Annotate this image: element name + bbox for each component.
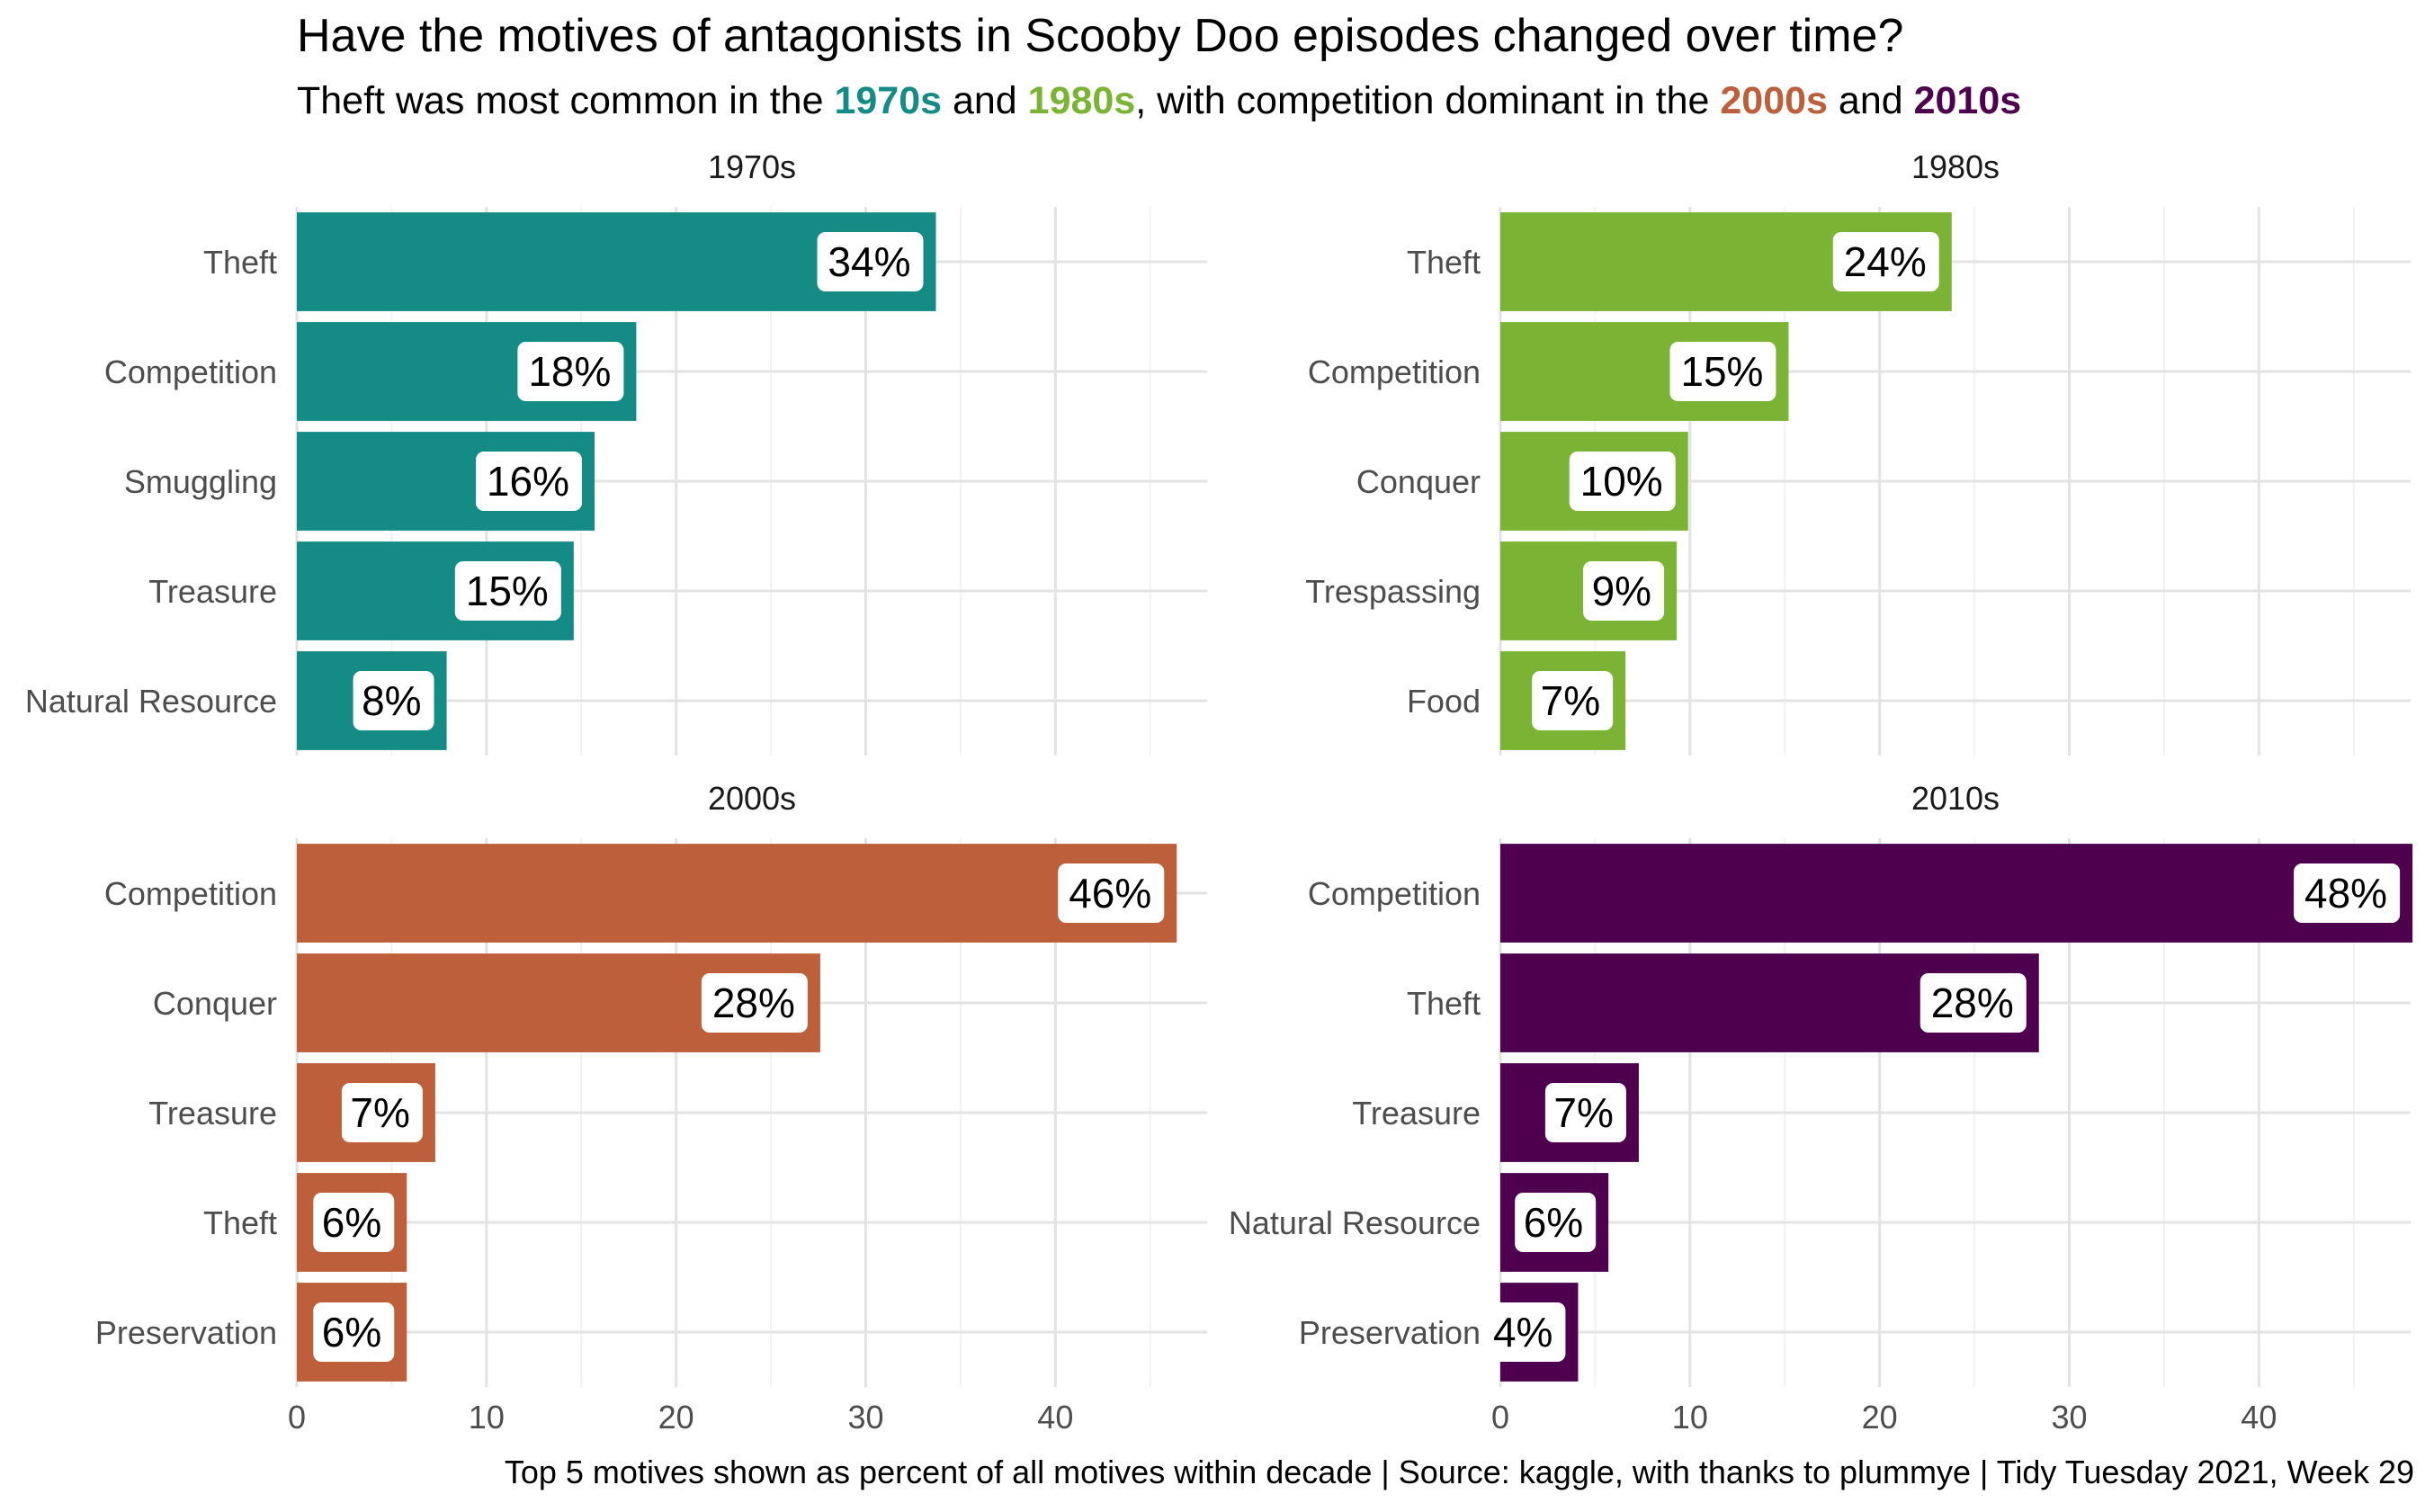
data-label: 28% (712, 980, 795, 1026)
data-label: 6% (1524, 1199, 1583, 1246)
data-label-box (2294, 863, 2401, 923)
data-label: 34% (828, 238, 910, 285)
data-label: 9% (1592, 568, 1651, 614)
category-label: Treasure (1352, 1095, 1481, 1132)
category-label: Conquer (153, 985, 277, 1022)
data-label-box (817, 232, 924, 291)
data-label: 28% (1931, 980, 2014, 1026)
x-tick-label: 0 (288, 1399, 306, 1436)
category-label: Competition (1308, 875, 1481, 912)
data-label-box (454, 561, 561, 621)
chart-caption: Top 5 motives shown as percent of all mo… (504, 1454, 2414, 1490)
data-label: 46% (1069, 870, 1151, 917)
data-label-box (1532, 671, 1614, 730)
data-label-box (1832, 232, 1939, 291)
data-label-box (1544, 1083, 1626, 1142)
category-label: Preservation (1299, 1314, 1481, 1351)
bar (1500, 844, 2413, 943)
category-label: Food (1407, 683, 1481, 720)
data-label-box (1058, 863, 1165, 923)
category-label: Natural Resource (25, 683, 277, 720)
data-label: 6% (322, 1199, 381, 1246)
category-label: Theft (203, 244, 277, 281)
category-label: Conquer (1356, 463, 1481, 500)
category-label: Competition (104, 875, 277, 912)
data-label: 8% (362, 677, 421, 724)
bar (297, 844, 1177, 943)
data-label-box (1583, 561, 1665, 621)
data-label-box (1919, 973, 2027, 1033)
data-label: 7% (350, 1089, 409, 1136)
data-label: 48% (2304, 870, 2387, 917)
data-label-box (353, 671, 434, 730)
data-label: 16% (487, 458, 569, 505)
category-label: Treasure (148, 573, 277, 610)
chart-title: Have the motives of antagonists in Scoob… (297, 10, 1904, 62)
category-label: Preservation (95, 1314, 277, 1351)
subtitle-highlight-2000s: 2000s (1720, 79, 1828, 122)
category-label: Natural Resource (1229, 1204, 1481, 1241)
data-label: 7% (1553, 1089, 1613, 1136)
category-label: Treasure (148, 1095, 277, 1132)
facet-label-2000s: 2000s (708, 780, 796, 817)
subtitle-text-and-1: and (942, 79, 1028, 122)
facet-label-1970s: 1970s (708, 148, 796, 185)
data-label: 24% (1844, 238, 1927, 285)
x-tick-label: 30 (847, 1399, 883, 1436)
data-label-box (517, 342, 624, 401)
x-tick-label: 20 (658, 1399, 694, 1436)
facet-label-1980s: 1980s (1911, 148, 2000, 185)
category-label: Competition (1308, 353, 1481, 390)
data-label-box (341, 1083, 423, 1142)
panel-1970s: 1970s Theft 34% Competition 18% Smuggling 16% T… (25, 148, 1207, 756)
data-label-box (1484, 1302, 1566, 1362)
category-label: Smuggling (124, 463, 277, 500)
chart-subtitle: Theft was most common in the 1970s and 1… (297, 79, 2021, 123)
subtitle-highlight-1980s: 1980s (1027, 79, 1136, 122)
category-label: Theft (1407, 985, 1481, 1022)
data-label: 7% (1541, 677, 1600, 724)
data-label-box (313, 1193, 395, 1252)
x-tick-label: 10 (1672, 1399, 1708, 1436)
x-tick-label: 40 (2241, 1399, 2277, 1436)
data-label: 4% (1493, 1309, 1553, 1355)
data-label: 6% (322, 1309, 381, 1355)
subtitle-highlight-2010s: 2010s (1913, 79, 2022, 122)
panel-2000s: 2000s Competition 46% Conquer 28% Treasure 7% T… (95, 780, 1207, 1436)
facet-label-2010s: 2010s (1911, 780, 2000, 817)
data-label-box (701, 973, 808, 1033)
panel-1980s: 1980s Theft 24% Competition 15% Conquer 10% Tre… (1305, 148, 2411, 756)
data-label-box (1569, 452, 1676, 511)
category-label: Competition (104, 353, 277, 390)
subtitle-highlight-1970s: 1970s (834, 79, 943, 122)
data-label-box (313, 1302, 395, 1362)
data-label: 18% (528, 348, 611, 395)
subtitle-text-pre: Theft was most common in the (297, 79, 835, 122)
x-tick-label: 30 (2051, 1399, 2087, 1436)
data-label: 10% (1580, 458, 1663, 505)
data-label-box (1669, 342, 1776, 401)
x-tick-label: 40 (1037, 1399, 1073, 1436)
x-tick-label: 20 (1862, 1399, 1898, 1436)
category-label: Theft (203, 1204, 277, 1241)
category-label: Trespassing (1305, 573, 1481, 610)
data-label: 15% (466, 568, 549, 614)
data-label-box (476, 452, 583, 511)
category-label: Theft (1407, 244, 1481, 281)
x-tick-label: 0 (1491, 1399, 1509, 1436)
data-label: 15% (1680, 348, 1763, 395)
subtitle-text-and-2: and (1827, 79, 1914, 122)
subtitle-text-mid: , with competition dominant in the (1135, 79, 1721, 122)
data-label-box (1515, 1193, 1597, 1252)
panel-2010s: 2010s Competition 48% Theft 28% Treasure 7% Nat… (1229, 780, 2413, 1436)
x-tick-label: 10 (469, 1399, 505, 1436)
